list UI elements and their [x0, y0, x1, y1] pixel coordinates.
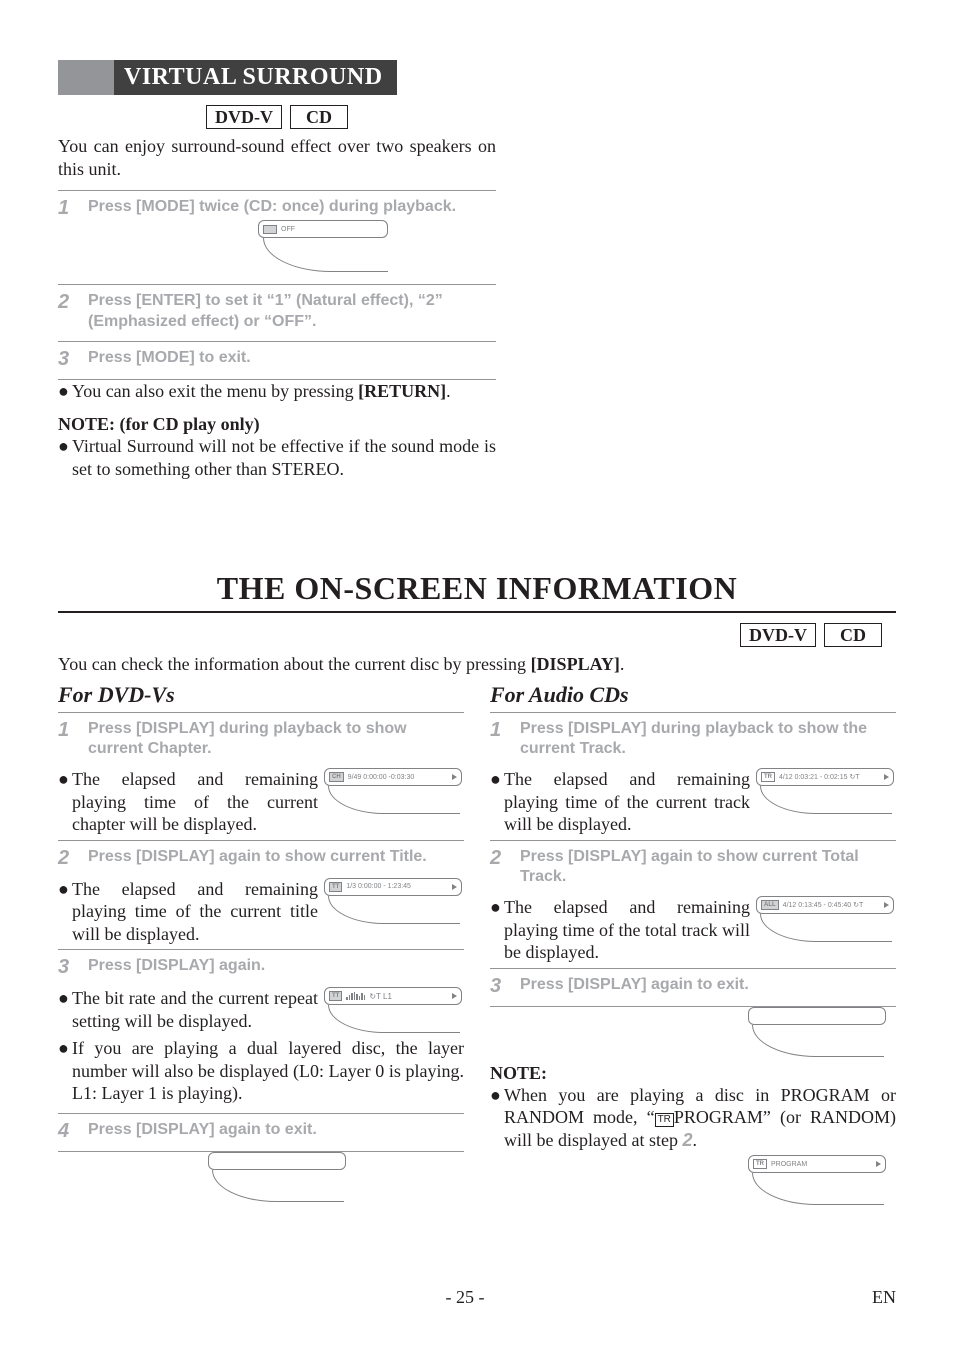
badge-dvd-v: DVD-V [206, 105, 282, 129]
step-number: 3 [58, 348, 84, 371]
note-text: When you are playing a disc in PROGRAM o… [504, 1084, 896, 1152]
step-desc: The elapsed and remaining playing time o… [72, 878, 318, 946]
vs-intro-text: You can enjoy surround-sound effect over… [58, 135, 496, 180]
osd-tag-tt: TT [329, 882, 342, 892]
step-number: 2 [490, 847, 516, 870]
section-header-virtual-surround: VIRTUAL SURROUND [58, 60, 896, 95]
osd-repeat-text: ↻T L1 [369, 992, 392, 1001]
step-number: 1 [58, 197, 84, 220]
note-bullet: ● Virtual Surround will not be effective… [58, 435, 496, 480]
step-instruction: Press [DISPLAY] again. [88, 956, 464, 977]
osd-curve [752, 1173, 884, 1205]
step-instruction: Press [DISPLAY] again to show current Ti… [88, 847, 464, 868]
bitrate-bars-icon [346, 992, 365, 1000]
badge-dvd-v: DVD-V [740, 623, 816, 647]
step-number: 3 [58, 956, 84, 979]
step-number: 2 [58, 291, 84, 314]
step-desc: The bit rate and the current repeat sett… [72, 987, 318, 1032]
layer-note: If you are playing a dual layered disc, … [72, 1037, 464, 1105]
page-title: THE ON-SCREEN INFORMATION [58, 570, 896, 613]
osd-curve [328, 786, 460, 814]
osd-text: OFF [281, 226, 295, 233]
step-instruction: Press [MODE] twice (CD: once) during pla… [88, 197, 496, 218]
osd-tag-tr: TR [753, 1159, 767, 1169]
play-icon [452, 884, 457, 890]
bullet-text: ● The bit rate and the current repeat se… [58, 987, 318, 1032]
bullet-text: ● The elapsed and remaining playing time… [490, 896, 750, 964]
osd-tag [263, 225, 277, 234]
osd-curve [328, 896, 460, 924]
osd-text: 4/12 0:03:21 - 0:02:15 ↻T [779, 773, 860, 781]
osd-text: PROGRAM [771, 1161, 807, 1168]
page-footer: - 25 - EN [0, 1287, 954, 1308]
bullet-text: ● The elapsed and remaining playing time… [490, 768, 750, 836]
onscreen-intro: You can check the information about the … [58, 653, 896, 676]
play-icon [884, 774, 889, 780]
step-ref: 2 [682, 1130, 692, 1150]
step-instruction: Press [DISPLAY] again to exit. [88, 1120, 464, 1141]
note-bullet-text: Virtual Surround will not be effective i… [72, 435, 496, 480]
osd-tag-ch: CH [329, 772, 344, 782]
play-icon [452, 993, 457, 999]
step-number: 1 [58, 719, 84, 742]
osd-curve [760, 914, 892, 942]
note-bullet: ● When you are playing a disc in PROGRAM… [490, 1084, 896, 1152]
osd-text: 4/12 0:13:45 - 0:45:40 ↻T [783, 901, 864, 909]
bullet-text: ● The elapsed and remaining playing time… [58, 878, 318, 946]
bullet-text: ● You can also exit the menu by pressing… [58, 380, 496, 403]
play-icon [452, 774, 457, 780]
osd-tag-tt: TT [329, 991, 342, 1001]
osd-chapter: CH 9/49 0:00:00 -0:03:30 [324, 768, 462, 786]
osd-curve [760, 786, 892, 814]
step-instruction: Press [DISPLAY] again to exit. [520, 975, 896, 996]
step-desc: The elapsed and remaining playing time o… [504, 896, 750, 964]
page-number: - 25 - [446, 1287, 485, 1308]
step-instruction: Press [ENTER] to set it “1” (Natural eff… [88, 291, 496, 333]
column-dvd: For DVD-Vs 1 Press [DISPLAY] during play… [58, 682, 464, 1212]
bullet-text: ● If you are playing a dual layered disc… [58, 1037, 464, 1105]
osd-tag-tr: TR [761, 772, 775, 782]
step-instruction: Press [DISPLAY] during playback to show … [88, 719, 464, 761]
step-number: 4 [58, 1120, 84, 1143]
note-heading: NOTE: (for CD play only) [58, 414, 496, 435]
step-instruction: Press [DISPLAY] during playback to show … [520, 719, 896, 761]
osd-curve [328, 1005, 460, 1033]
tr-inline-icon: TR [655, 1113, 674, 1127]
osd-total-track: ALL 4/12 0:13:45 - 0:45:40 ↻T [756, 896, 894, 914]
subhead-dvd: For DVD-Vs [58, 682, 464, 708]
osd-tag-all: ALL [761, 900, 779, 910]
bullet-text: ● The elapsed and remaining playing time… [58, 768, 318, 836]
osd-empty [748, 1007, 886, 1025]
play-icon [876, 1161, 881, 1167]
note-heading: NOTE: [490, 1063, 896, 1084]
step-number: 1 [490, 719, 516, 742]
disc-badges-right: DVD-V CD [58, 623, 884, 647]
step-desc: The elapsed and remaining playing time o… [504, 768, 750, 836]
subhead-cd: For Audio CDs [490, 682, 896, 708]
header-gray-bar [58, 60, 114, 95]
osd-text: 9/49 0:00:00 -0:03:30 [348, 774, 415, 781]
osd-title: TT 1/3 0:00:00 - 1:23:45 [324, 878, 462, 896]
osd-curve [212, 1170, 344, 1202]
osd-bitrate: TT ↻T L1 [324, 987, 462, 1005]
step-desc: The elapsed and remaining playing time o… [72, 768, 318, 836]
disc-badges: DVD-V CD [58, 105, 496, 129]
osd-empty [208, 1152, 346, 1170]
play-icon [884, 902, 889, 908]
osd-display-off: OFF [258, 220, 388, 238]
osd-curve [752, 1025, 884, 1057]
step-instruction: Press [DISPLAY] again to show current To… [520, 847, 896, 889]
column-cd: For Audio CDs 1 Press [DISPLAY] during p… [490, 682, 896, 1212]
badge-cd: CD [824, 623, 882, 647]
osd-text: 1/3 0:00:00 - 1:23:45 [346, 883, 411, 890]
badge-cd: CD [290, 105, 348, 129]
osd-program: TR PROGRAM [748, 1155, 886, 1173]
step-number: 3 [490, 975, 516, 998]
osd-curve [263, 238, 388, 272]
header-title: VIRTUAL SURROUND [114, 60, 397, 95]
osd-track: TR 4/12 0:03:21 - 0:02:15 ↻T [756, 768, 894, 786]
page-lang: EN [872, 1287, 896, 1308]
step-instruction: Press [MODE] to exit. [88, 348, 496, 369]
step-number: 2 [58, 847, 84, 870]
